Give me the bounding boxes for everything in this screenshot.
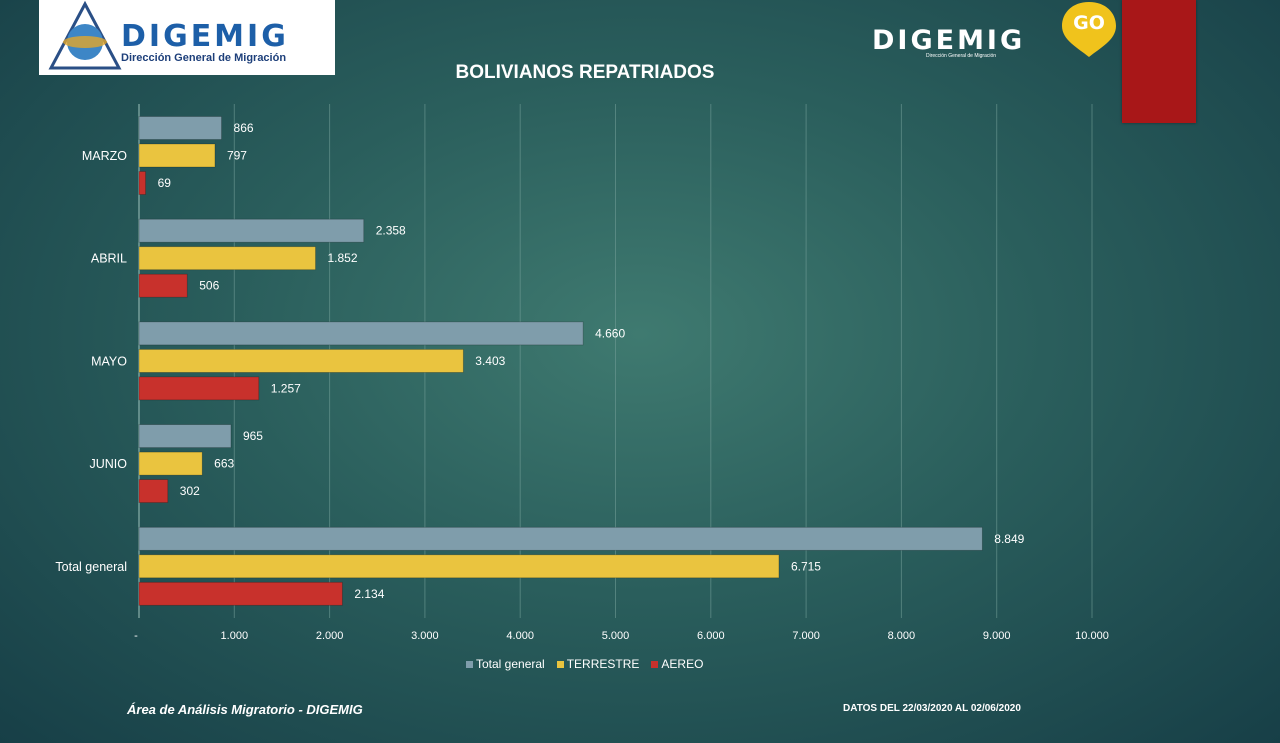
data-label: 866 xyxy=(234,121,254,135)
x-tick-label: 3.000 xyxy=(411,630,439,642)
bar-aereo xyxy=(138,376,260,401)
data-label: 965 xyxy=(243,429,263,443)
x-tick-label: 5.000 xyxy=(602,630,630,642)
bar-total xyxy=(138,526,983,551)
digemig-logo-left: DIGEMIG Dirección General de Migración xyxy=(39,0,335,75)
location-pin-icon: GO xyxy=(1062,2,1116,57)
data-label: 797 xyxy=(227,149,247,163)
bar-aereo xyxy=(138,581,343,606)
data-label: 1.852 xyxy=(327,251,357,265)
category-label: MARZO xyxy=(82,149,127,163)
data-label: 506 xyxy=(199,279,219,293)
data-label: 8.849 xyxy=(994,532,1024,546)
legend-item-total: Total general xyxy=(466,657,545,671)
legend-swatch-terrestre xyxy=(556,660,564,668)
bar-terrestre xyxy=(138,554,780,579)
globe-emblem-icon xyxy=(48,0,122,70)
category-label: ABRIL xyxy=(91,252,127,266)
data-label: 69 xyxy=(158,176,172,190)
go-badge-text: GO xyxy=(1073,12,1105,34)
data-label: 2.358 xyxy=(376,224,406,238)
legend-swatch-total xyxy=(466,660,473,668)
bar-aereo xyxy=(138,273,188,298)
footer-analysis-area: Área de Análisis Migratorio - DIGEMIG xyxy=(127,702,363,717)
data-label: 2.134 xyxy=(354,587,384,601)
data-label: 663 xyxy=(214,457,234,471)
chart-title: BOLIVIANOS REPATRIADOS xyxy=(455,62,715,83)
category-label: MAYO xyxy=(91,354,127,368)
bar-terrestre xyxy=(138,451,203,476)
bar-aereo xyxy=(138,171,146,195)
data-label: 302 xyxy=(180,484,200,498)
legend-label-terrestre: TERRESTRE xyxy=(566,657,640,671)
bar-total xyxy=(138,424,232,449)
bar-total xyxy=(138,116,222,140)
left-logo-brand: DIGEMIG xyxy=(121,19,289,54)
chart-legend: Total general TERRESTRE AEREO xyxy=(466,657,703,671)
x-tick-label: 2.000 xyxy=(316,630,344,642)
legend-swatch-aereo xyxy=(651,660,659,668)
accent-red-block xyxy=(1122,0,1196,123)
left-logo-subtitle: Dirección General de Migración xyxy=(121,52,287,64)
x-tick-label: 4.000 xyxy=(506,630,534,642)
x-tick-label: 1.000 xyxy=(221,630,249,642)
bar-total xyxy=(138,321,584,346)
x-tick-label: 7.000 xyxy=(792,630,820,642)
x-tick-label: 9.000 xyxy=(983,630,1011,642)
legend-label-total: Total general xyxy=(476,657,545,671)
x-tick-label: 8.000 xyxy=(888,630,916,642)
x-tick-label: - xyxy=(134,630,138,642)
category-label: Total general xyxy=(55,560,127,574)
data-label: 3.403 xyxy=(475,354,505,368)
data-label: 1.257 xyxy=(271,381,301,395)
data-label: 4.660 xyxy=(595,326,625,340)
bar-terrestre xyxy=(138,348,464,373)
category-label: JUNIO xyxy=(90,457,128,471)
x-tick-label: 6.000 xyxy=(697,630,725,642)
legend-item-aereo: AEREO xyxy=(651,657,703,671)
bar-terrestre xyxy=(138,143,216,168)
legend-item-terrestre: TERRESTRE xyxy=(556,657,640,671)
data-label: 6.715 xyxy=(791,559,821,573)
bar-terrestre xyxy=(138,246,316,271)
bar-total xyxy=(138,218,365,243)
right-logo-subtitle: Dirección General de Migración xyxy=(926,53,997,59)
legend-label-aereo: AEREO xyxy=(661,657,704,671)
right-logo-brand: DIGEMIG xyxy=(872,25,1026,56)
footer-date-range: DATOS DEL 22/03/2020 AL 02/06/2020 xyxy=(843,703,1021,714)
bar-aereo xyxy=(138,479,169,504)
x-tick-label: 10.000 xyxy=(1075,630,1109,642)
digemig-go-logo: DIGEMIG GO Dirección General de Migració… xyxy=(868,0,1123,62)
